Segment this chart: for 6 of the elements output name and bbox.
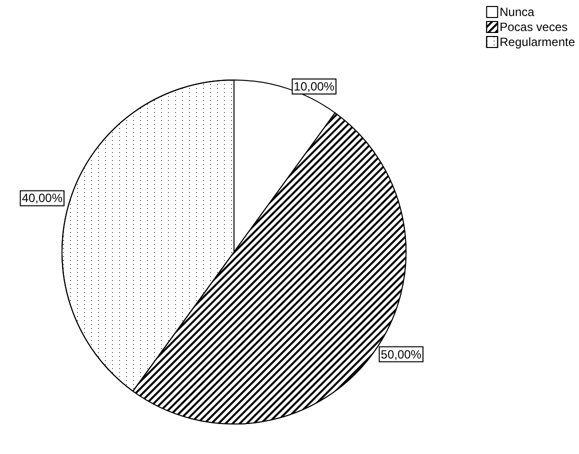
data-label: 40,00% [22,191,63,206]
legend-label: Pocas veces [500,20,568,34]
legend-label: Regularmente [500,35,576,49]
data-label: 50,00% [380,347,422,362]
data-label: 10,00% [294,80,335,94]
legend-label: Nunca [500,5,535,19]
